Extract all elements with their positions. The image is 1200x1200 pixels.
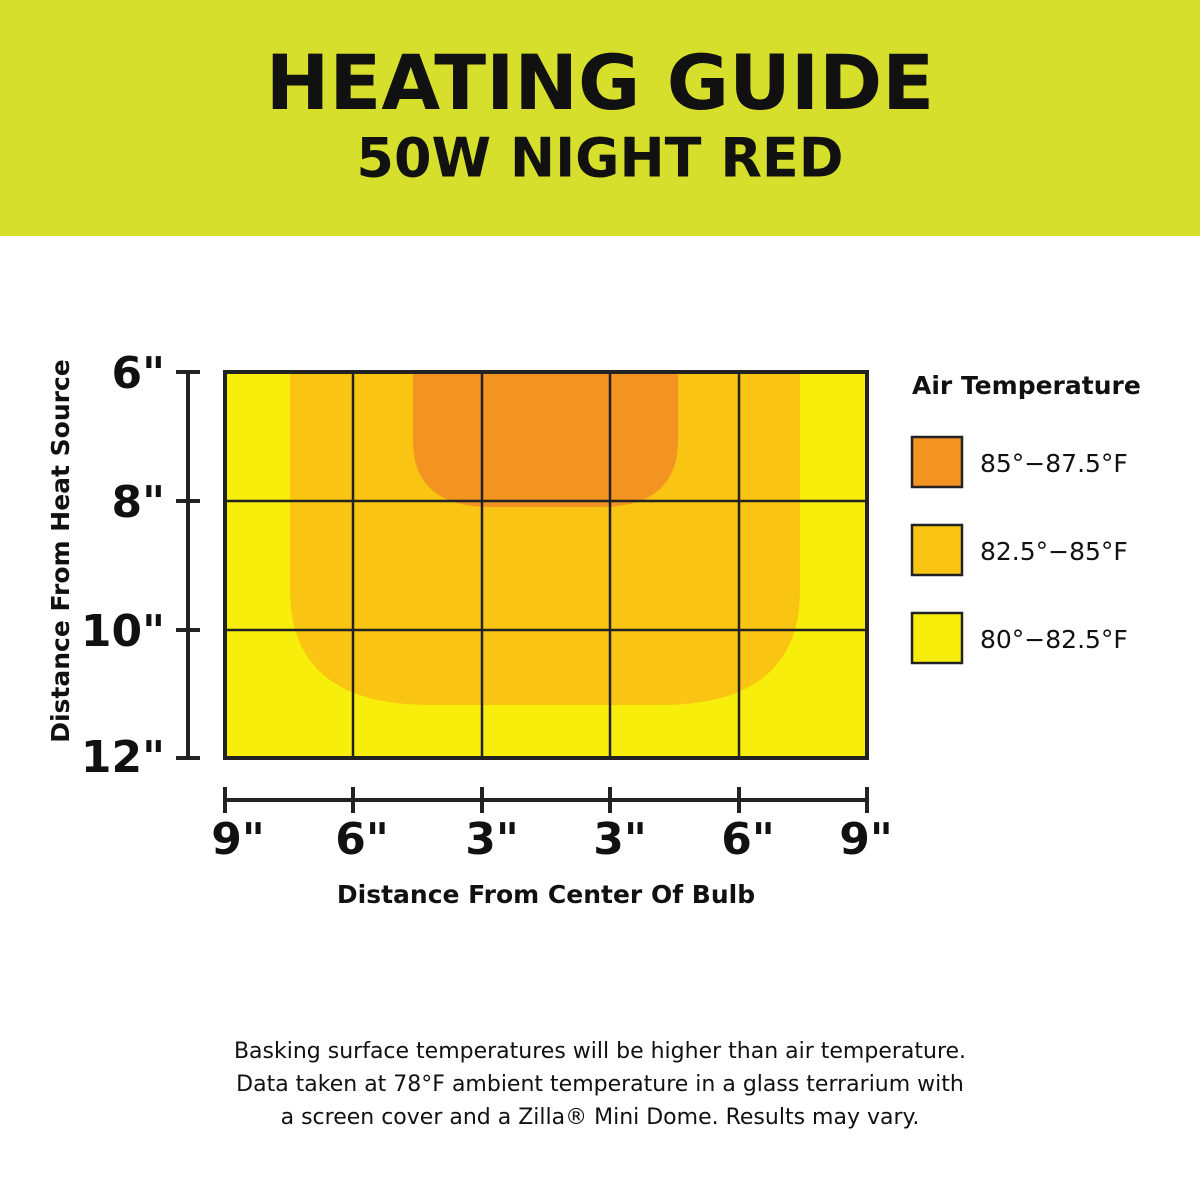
x-axis	[223, 787, 869, 813]
zone-high	[413, 372, 678, 507]
legend-swatch	[910, 611, 964, 665]
heat-map	[223, 370, 869, 760]
legend: Air Temperature 85°−87.5°F 82.5°−85°F 80…	[910, 371, 1141, 665]
footer-line: Basking surface temperatures will be hig…	[234, 1039, 966, 1064]
legend-title: Air Temperature	[912, 371, 1141, 400]
title: HEATING GUIDE	[266, 38, 934, 127]
y-axis-label: Distance From Heat Source	[46, 359, 75, 743]
legend-swatch	[910, 523, 964, 577]
legend-swatch	[910, 435, 964, 489]
y-tick-label: 8"	[111, 477, 165, 528]
x-axis-label: Distance From Center Of Bulb	[337, 880, 755, 909]
x-tick-label: 6"	[721, 814, 775, 865]
y-axis	[176, 370, 200, 760]
x-tick-label: 3"	[593, 814, 647, 865]
chart-border	[223, 370, 869, 760]
legend-label: 85°−87.5°F	[980, 449, 1128, 478]
footer: Basking surface temperatures will be hig…	[234, 1039, 966, 1130]
legend-label: 80°−82.5°F	[980, 625, 1128, 654]
x-tick-labels: 9" 6" 3" 3" 6" 9"	[211, 814, 893, 865]
x-tick-label: 9"	[839, 814, 893, 865]
y-tick-labels: 6" 8" 10" 12"	[81, 348, 165, 783]
y-tick-label: 10"	[81, 606, 165, 657]
x-tick-label: 6"	[335, 814, 389, 865]
grid	[225, 372, 867, 758]
x-tick-label: 9"	[211, 814, 265, 865]
header-band	[0, 0, 1200, 236]
subtitle: 50W NIGHT RED	[356, 127, 843, 190]
y-tick-label: 6"	[111, 348, 165, 399]
footer-line: Data taken at 78°F ambient temperature i…	[236, 1072, 964, 1097]
y-tick-label: 12"	[81, 732, 165, 783]
legend-label: 82.5°−85°F	[980, 537, 1128, 566]
footer-line: a screen cover and a Zilla® Mini Dome. R…	[281, 1105, 920, 1130]
x-tick-label: 3"	[465, 814, 519, 865]
